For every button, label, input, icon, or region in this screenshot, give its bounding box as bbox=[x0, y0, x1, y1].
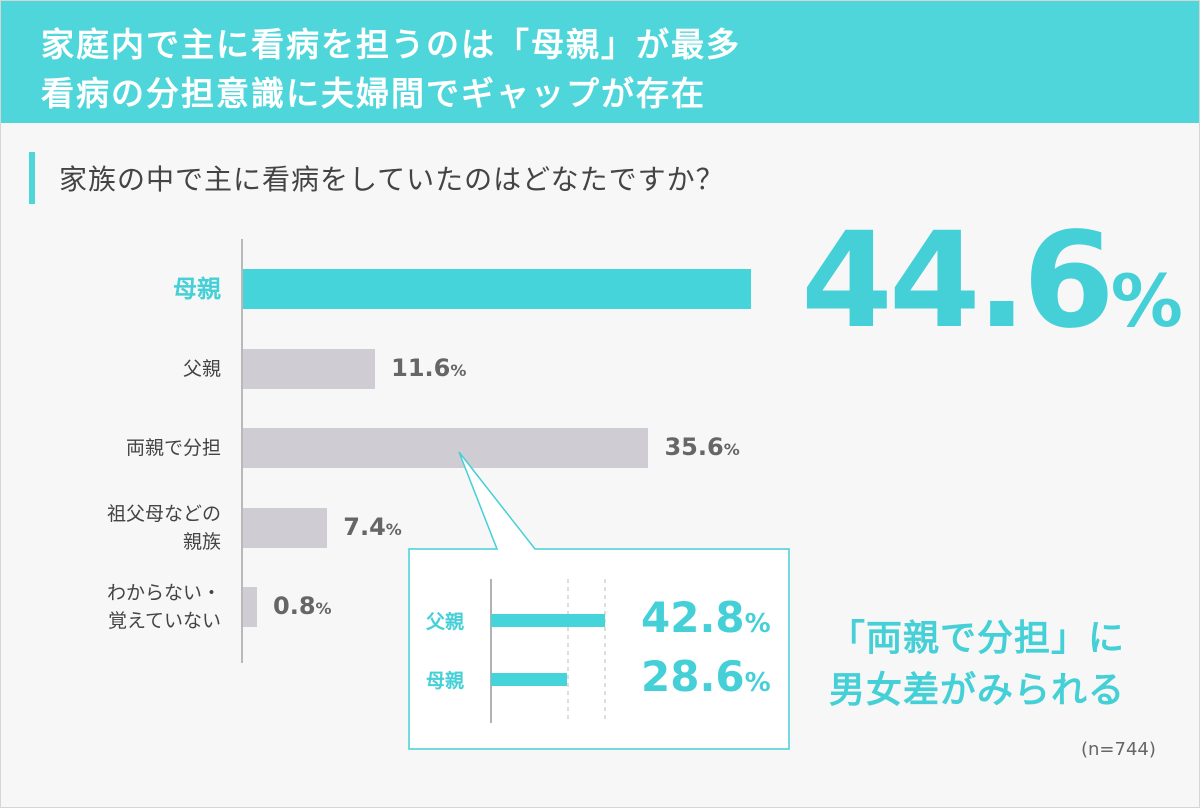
header-banner: 家庭内で主に看病を担うのは「母親」が最多 看病の分担意識に夫婦間でギャップが存在 bbox=[1, 1, 1199, 123]
note-line-2: 男女差がみられる bbox=[829, 670, 1126, 711]
header-title-line-1: 家庭内で主に看病を担うのは「母親」が最多 bbox=[41, 25, 741, 64]
bar bbox=[243, 269, 751, 309]
sample-size: (n=744) bbox=[1081, 739, 1156, 760]
bar-value-number: 7.4 bbox=[343, 512, 386, 541]
breakdown-value-unit: % bbox=[744, 609, 771, 639]
breakdown-value-label: 28.6% bbox=[641, 652, 771, 701]
breakdown-label: 父親 bbox=[426, 611, 465, 633]
bar bbox=[243, 507, 328, 548]
bar bbox=[243, 587, 257, 627]
breakdown-value-number: 42.8 bbox=[641, 593, 745, 642]
category-label: 母親 bbox=[173, 275, 221, 303]
bar-value-unit: % bbox=[385, 519, 402, 539]
breakdown-bar bbox=[491, 614, 605, 627]
bar-value-label: 7.4% bbox=[343, 513, 402, 541]
category-label-line: 母親 bbox=[173, 275, 221, 303]
bar bbox=[243, 348, 376, 389]
breakdown-bar bbox=[491, 673, 568, 686]
category-label-line: 父親 bbox=[182, 357, 221, 380]
category-label-line: 両親で分担 bbox=[125, 437, 221, 459]
category-label: 祖父母などの親族 bbox=[107, 500, 221, 556]
bar-value-unit: % bbox=[723, 440, 740, 459]
category-label-line: 覚えていない bbox=[107, 610, 221, 632]
breakdown-label: 母親 bbox=[426, 670, 465, 692]
question-text: 家族の中で主に看病をしていたのはどなたですか？ bbox=[59, 163, 725, 196]
bar-value-number: 35.6 bbox=[664, 433, 724, 461]
category-label-line: 祖父母などの bbox=[106, 502, 221, 525]
breakdown-value-unit: % bbox=[744, 668, 771, 698]
bar-value-unit: % bbox=[315, 599, 332, 618]
category-label-line: わからない・ bbox=[106, 582, 221, 604]
bar-value-label: 35.6% bbox=[664, 433, 739, 461]
bar-value-number: 11.6 bbox=[391, 353, 451, 382]
category-label-line: 親族 bbox=[182, 530, 221, 553]
highlight-value-number: 44.6 bbox=[801, 204, 1115, 358]
category-label: 父親 bbox=[183, 355, 221, 383]
chart-axis-line bbox=[241, 239, 243, 663]
bar-value-label: 0.8% bbox=[273, 592, 332, 620]
bar-value-number: 0.8 bbox=[273, 592, 316, 620]
highlight-value-unit: % bbox=[1110, 259, 1183, 343]
category-label: わからない・ 覚えていない bbox=[107, 579, 221, 635]
bar-value-unit: % bbox=[450, 360, 467, 380]
category-label: 両親で分担 bbox=[126, 434, 221, 462]
header-title-line-2: 看病の分担意識に夫婦間でギャップが存在 bbox=[41, 74, 706, 113]
note-line-1: 「両親で分担」に bbox=[829, 618, 1126, 659]
bar-value-label: 11.6% bbox=[391, 354, 466, 382]
highlight-value: 44.6% bbox=[801, 206, 1183, 376]
question-accent-bar bbox=[29, 152, 35, 204]
breakdown-value-number: 28.6 bbox=[641, 652, 745, 701]
bar bbox=[243, 428, 649, 468]
breakdown-value-label: 42.8% bbox=[641, 593, 771, 642]
